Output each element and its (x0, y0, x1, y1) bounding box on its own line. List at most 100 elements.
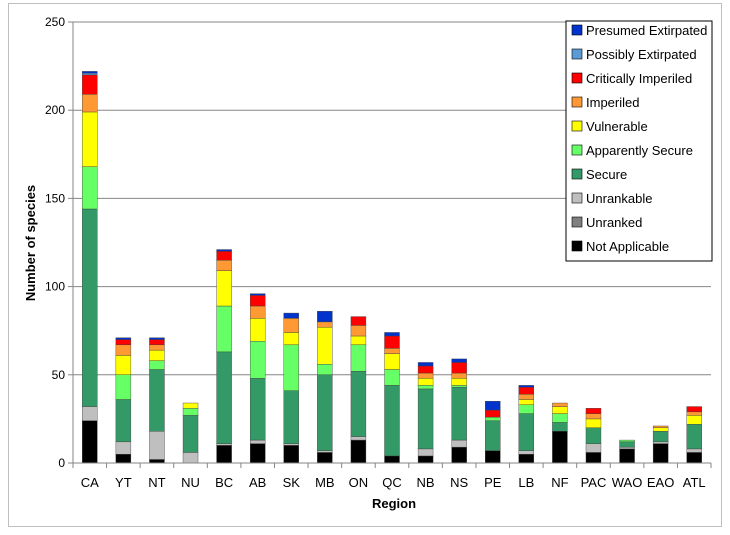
bar-segment-not-applicable (115, 453, 132, 464)
bar-segment-imperiled (115, 344, 132, 356)
x-tick-label: WAO (612, 475, 643, 490)
bar-segment-unrankable (652, 441, 669, 444)
bar-segment-presumed-extirpated (115, 337, 132, 340)
bar-stack-ns (451, 358, 467, 464)
bar-segment-secure (686, 423, 702, 450)
x-tick-label: ON (349, 475, 369, 490)
bar-segment-vulnerable (417, 378, 434, 386)
y-tick-label: 250 (45, 15, 65, 29)
bar-segment-apparently-secure (384, 369, 400, 386)
bar-segment-imperiled (283, 318, 299, 333)
bar-segment-imperiled (518, 394, 535, 400)
bar-segment-apparently-secure (216, 305, 232, 353)
y-tick-label: 0 (58, 456, 65, 470)
bar-segment-apparently-secure (115, 374, 132, 400)
bar-segment-apparently-secure (149, 360, 165, 370)
bar-stack-mb (317, 311, 333, 464)
bar-segment-secure (182, 415, 199, 453)
bar-segment-critically-imperiled (585, 408, 602, 414)
bar-segment-unrankable (182, 452, 199, 464)
bar-segment-secure (249, 378, 266, 441)
bar-segment-critically-imperiled (686, 406, 702, 413)
bar-segment-critically-imperiled (149, 339, 165, 346)
legend-swatch (571, 48, 583, 60)
bar-segment-critically-imperiled (417, 365, 434, 374)
bar-segment-secure (652, 431, 669, 443)
x-tick-label: YT (115, 475, 132, 490)
bar-stack-ca (82, 71, 98, 464)
bar-segment-apparently-secure (518, 404, 535, 414)
y-tick-labels: 0 50 100 150 200 250 (45, 15, 65, 470)
legend-label: Apparently Secure (586, 143, 693, 158)
bar-segment-vulnerable (585, 418, 602, 428)
bar-segment-not-applicable (585, 452, 602, 464)
legend-label: Secure (586, 167, 627, 182)
bar-segment-vulnerable (518, 399, 535, 405)
bar-segment-vulnerable (149, 349, 165, 361)
bar-segment-critically-imperiled (451, 362, 467, 374)
bar-segment-apparently-secure (317, 364, 333, 376)
bar-segment-presumed-extirpated (283, 312, 299, 319)
axes (68, 21, 712, 468)
legend-label: Critically Imperiled (586, 71, 692, 86)
bar-segment-critically-imperiled (350, 316, 367, 326)
bar-segment-imperiled (216, 259, 232, 271)
bar-segment-secure (82, 208, 98, 407)
bar-stack-sk (283, 312, 299, 464)
bar-segment-unrankable (686, 448, 702, 453)
x-tick-label: EAO (647, 475, 674, 490)
bar-segment-secure (115, 399, 132, 443)
bar-segment-critically-imperiled (485, 409, 501, 418)
legend-entry: Secure (571, 167, 627, 182)
bar-segment-unrankable (585, 443, 602, 453)
bar-segment-presumed-extirpated (82, 71, 98, 74)
bar-segment-secure (585, 427, 602, 444)
x-tick-label: SK (283, 475, 301, 490)
bar-segment-secure (485, 420, 501, 451)
bar-segment-secure (619, 441, 635, 448)
x-tick-label: NU (181, 475, 200, 490)
bar-segment-critically-imperiled (82, 74, 98, 95)
x-axis-title: Region (372, 496, 416, 511)
bar-segment-apparently-secure (485, 416, 501, 421)
bar-segment-apparently-secure (249, 341, 266, 379)
x-tick-label: NS (450, 475, 468, 490)
legend-label: Not Applicable (586, 239, 669, 254)
bar-segment-unrankable (216, 443, 232, 446)
bar-segment-vulnerable (82, 111, 98, 167)
bar-segment-secure (518, 413, 535, 451)
legend-entry: Possibly Extirpated (571, 47, 697, 62)
legend: Presumed Extirpated Possibly Extirpated Cr… (565, 20, 713, 262)
bar-stack-ab (249, 293, 266, 464)
y-tick-label: 100 (45, 280, 65, 294)
bar-stack-lb (518, 385, 535, 464)
bar-segment-vulnerable (216, 270, 232, 307)
legend-swatch (571, 120, 583, 132)
bar-stack-nf (552, 402, 568, 464)
bar-segment-vulnerable (115, 355, 132, 375)
bar-stack-bc (216, 249, 232, 464)
bar-segment-vulnerable (552, 406, 568, 414)
bar-segment-vulnerable (283, 332, 299, 346)
legend-label: Possibly Extirpated (586, 47, 697, 62)
bar-segment-presumed-extirpated (451, 358, 467, 363)
bar-segment-unrankable (317, 450, 333, 453)
legend-swatch (571, 24, 583, 36)
x-tick-label: PE (484, 475, 502, 490)
legend-label: Unrankable (586, 191, 653, 206)
bar-segment-not-applicable (518, 453, 535, 464)
bar-stack-on (350, 316, 367, 464)
legend-entry: Not Applicable (571, 239, 669, 254)
bar-segment-vulnerable (350, 335, 367, 346)
bar-segment-presumed-extirpated (384, 332, 400, 337)
legend-swatch (571, 72, 583, 84)
bar-segment-unrankable (115, 441, 132, 455)
x-tick-label: CA (81, 475, 99, 490)
bar-segment-imperiled (686, 411, 702, 416)
bar-segment-presumed-extirpated (518, 385, 535, 388)
bar-segment-not-applicable (283, 445, 299, 464)
legend-swatch (571, 192, 583, 204)
bar-segment-not-applicable (417, 455, 434, 464)
bar-segment-apparently-secure (552, 413, 568, 423)
